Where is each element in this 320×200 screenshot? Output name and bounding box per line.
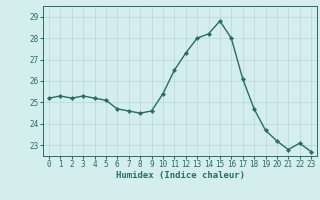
X-axis label: Humidex (Indice chaleur): Humidex (Indice chaleur): [116, 171, 244, 180]
